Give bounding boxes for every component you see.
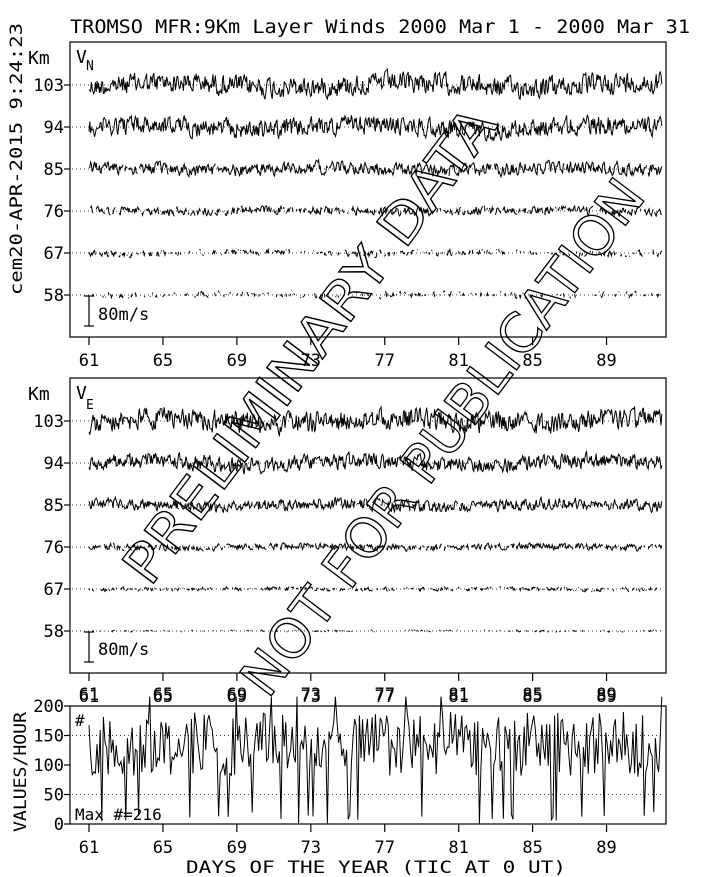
- count-y-tick-label: 50: [44, 786, 64, 806]
- panel-v-scale-bar: 80m/s: [84, 295, 149, 327]
- wind-series-85km: [88, 158, 663, 179]
- count-y-tick-label: 150: [33, 727, 64, 747]
- panel-ve: Km V E 103 94 85 76 67 58 80m/s 61 65 69 73 77 81 8…: [28, 377, 667, 707]
- panel-ve-subscript: E: [86, 398, 94, 413]
- count-y-tick-label: 0: [54, 815, 64, 835]
- p3-top-tick-label: 61: [79, 685, 99, 705]
- layer-label: 103: [33, 412, 64, 432]
- wind-series-103km: [88, 67, 663, 101]
- p1-tick-label: 81: [448, 351, 468, 371]
- panel-v-frame: [69, 41, 667, 338]
- panel-count-x-ticks: 61 65 69 73 77 81 85 89 61 65 69 73 77 81 85 89: [79, 685, 617, 858]
- panel-v-layer-labels: 103 94 85 76 67 58: [33, 76, 70, 306]
- wind-series-103km: [88, 405, 663, 438]
- p1-tick-label: 61: [79, 351, 99, 371]
- panel-ve-frame: [69, 377, 667, 674]
- panel-ve-scale-label: 80m/s: [98, 640, 149, 660]
- p2-tick-label: 81: [448, 687, 468, 707]
- p3-top-tick-label: 81: [448, 685, 468, 705]
- wind-series-85km: [88, 495, 663, 514]
- layer-label: 76: [44, 202, 64, 222]
- wind-series-76km: [90, 204, 662, 218]
- p2-tick-label: 77: [374, 687, 394, 707]
- p3-top-tick-label: 69: [227, 685, 247, 705]
- p3-top-tick-label: 89: [596, 685, 616, 705]
- p3-top-tick-label: 85: [522, 685, 542, 705]
- panel-ve-layer-labels: 103 94 85 76 67 58: [33, 412, 70, 642]
- p3-tick-label: 89: [596, 838, 616, 858]
- p3-tick-label: 73: [301, 838, 321, 858]
- watermark-line-not-for-publication: NOT FOR PUBLICATION: [228, 167, 657, 708]
- p1-tick-label: 73: [301, 351, 321, 371]
- p2-tick-label: 85: [522, 687, 542, 707]
- count-y-tick-label: 100: [33, 756, 64, 776]
- layer-label: 67: [44, 244, 64, 264]
- p3-top-tick-label: 77: [374, 685, 394, 705]
- p2-tick-label: 73: [301, 687, 321, 707]
- watermark: PRELIMINARY DATA NOT FOR PUBLICATION: [109, 94, 658, 708]
- layer-label: 76: [44, 538, 64, 558]
- layer-label: 85: [44, 160, 64, 180]
- panel-ve-component: V: [76, 383, 87, 404]
- p2-tick-label: 65: [153, 687, 173, 707]
- figure-title: TROMSO MFR:9Km Layer Winds 2000 Mar 1 - …: [70, 16, 690, 38]
- layer-label: 94: [44, 454, 64, 474]
- p3-tick-label: 81: [448, 838, 468, 858]
- panel-ve-series: [88, 405, 663, 633]
- p3-tick-label: 85: [522, 838, 542, 858]
- p1-tick-label: 77: [374, 351, 394, 371]
- panel-ve-scale-bar: 80m/s: [84, 631, 149, 663]
- panel-v-x-ticks: 61 65 69 73 77 81 85 89: [79, 337, 617, 371]
- wind-series-76km: [88, 541, 663, 553]
- panel-v-series: [88, 67, 663, 299]
- panel-ve-x-ticks: 61 65 69 73 77 81 85 89: [79, 673, 617, 707]
- panel-v-unit: Km: [28, 48, 50, 69]
- p1-tick-label: 69: [227, 351, 247, 371]
- p2-tick-label: 61: [79, 687, 99, 707]
- layer-label: 67: [44, 580, 64, 600]
- wind-series-58km: [92, 629, 662, 633]
- panel-v-component: V: [76, 47, 87, 68]
- layer-label: 58: [44, 622, 64, 642]
- panel-v-scale-label: 80m/s: [98, 305, 149, 325]
- layer-label: 85: [44, 496, 64, 516]
- wind-series-67km: [89, 587, 659, 592]
- p3-tick-label: 61: [79, 838, 99, 858]
- p2-tick-label: 69: [227, 687, 247, 707]
- p1-tick-label: 85: [522, 351, 542, 371]
- p2-tick-label: 89: [596, 687, 616, 707]
- p1-tick-label: 65: [153, 351, 173, 371]
- panel-v-subscript: N: [86, 59, 94, 74]
- p1-tick-label: 89: [596, 351, 616, 371]
- p3-top-tick-label: 65: [153, 685, 173, 705]
- x-axis-label: DAYS OF THE YEAR (TIC AT 0 UT): [186, 858, 566, 877]
- panel-ve-unit: Km: [28, 384, 50, 405]
- p3-tick-label: 77: [374, 838, 394, 858]
- wind-series-94km: [88, 114, 663, 142]
- panel-count-series: [88, 696, 663, 824]
- wind-series-67km: [88, 247, 663, 259]
- panel-count-max-label: Max #=216: [75, 805, 162, 824]
- count-series: [88, 696, 663, 824]
- p3-tick-label: 69: [227, 838, 247, 858]
- layer-label: 103: [33, 76, 64, 96]
- run-stamp: cem20-APR-2015 9:24:23: [7, 23, 27, 295]
- layer-label: 94: [44, 118, 64, 138]
- panel-count-y-ticks: 200 150 100 50 0: [33, 697, 70, 835]
- wind-series-94km: [88, 449, 663, 476]
- p3-tick-label: 65: [153, 838, 173, 858]
- panel-count-corner-label: #: [75, 711, 85, 730]
- panel-count-ylabel: VALUES/HOUR: [11, 711, 31, 832]
- p3-top-tick-label: 73: [301, 685, 321, 705]
- layer-label: 58: [44, 286, 64, 306]
- panel-v: Km V N 103 94 85 76 67 58 80m/s 61 65 69 73 77 81 8…: [28, 41, 667, 371]
- count-y-tick-label: 200: [33, 697, 64, 717]
